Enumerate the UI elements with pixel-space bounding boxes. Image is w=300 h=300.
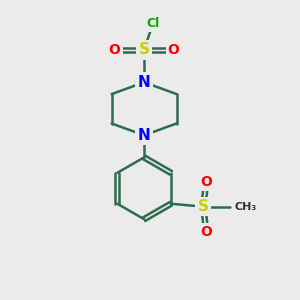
Text: CH₃: CH₃ (234, 202, 256, 212)
Text: O: O (200, 175, 212, 189)
Text: O: O (200, 225, 212, 239)
Text: S: S (198, 199, 209, 214)
Text: O: O (168, 43, 179, 57)
Text: Cl: Cl (146, 17, 160, 30)
Text: O: O (109, 43, 121, 57)
Text: N: N (138, 75, 151, 90)
Text: S: S (139, 42, 150, 57)
Text: N: N (138, 128, 151, 143)
